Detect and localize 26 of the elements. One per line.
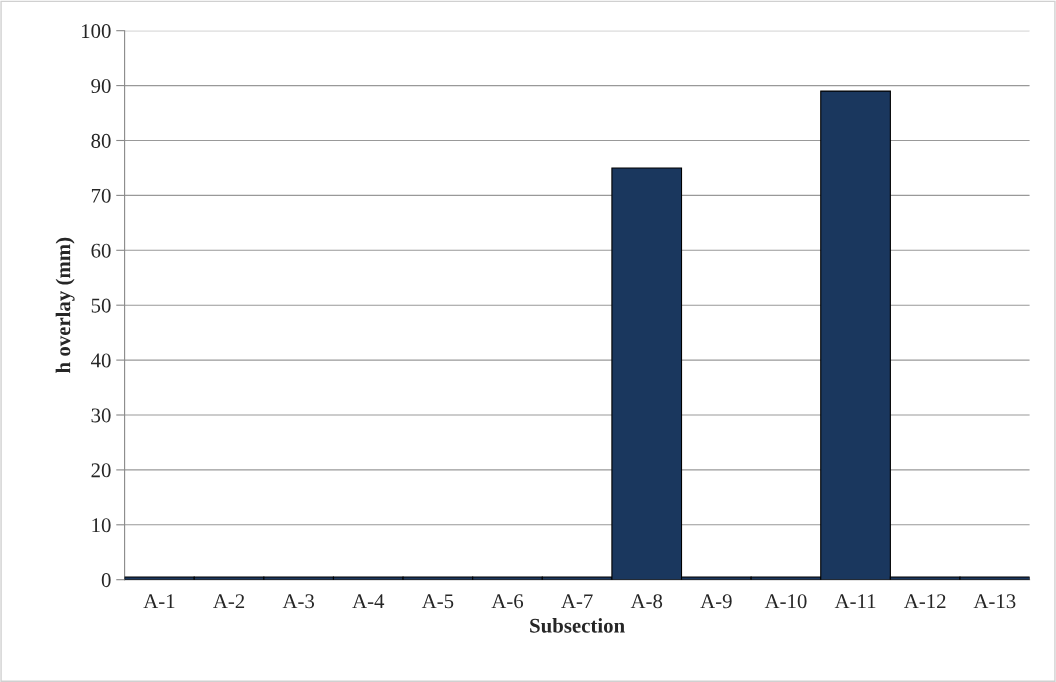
y-tick-label: 70 — [91, 188, 111, 203]
x-tick-label: A-9 — [700, 594, 732, 609]
x-tick-label: A-10 — [764, 594, 807, 609]
x-tick-label: A-6 — [491, 594, 524, 609]
y-tick-label: 30 — [91, 408, 111, 423]
x-tick-label: A-3 — [282, 594, 315, 609]
x-tick-label: A-8 — [630, 594, 663, 609]
x-tick-label: A-4 — [352, 594, 385, 609]
x-tick-label: A-12 — [903, 594, 946, 609]
y-axis-title: h overlay (mm) — [55, 237, 75, 373]
x-tick-label: A-5 — [421, 594, 454, 609]
x-tick-label: A-1 — [143, 594, 175, 609]
x-tick-label: A-7 — [561, 594, 593, 609]
y-tick-label: 20 — [91, 463, 111, 478]
y-tick-label: 10 — [92, 518, 111, 533]
x-tick-label: A-2 — [213, 594, 245, 609]
y-tick-label: 0 — [101, 573, 111, 588]
x-tick-label: A-11 — [834, 594, 876, 609]
y-tick-label: 80 — [91, 133, 111, 148]
x-tick-label: A-13 — [973, 594, 1016, 609]
x-axis-title: Subsection — [530, 618, 625, 633]
y-tick-label: 50 — [91, 298, 111, 313]
y-tick-label: 100 — [82, 24, 111, 39]
y-tick-label: 40 — [90, 353, 111, 368]
y-tick-label: 90 — [91, 78, 111, 94]
y-tick-label: 60 — [91, 243, 111, 258]
